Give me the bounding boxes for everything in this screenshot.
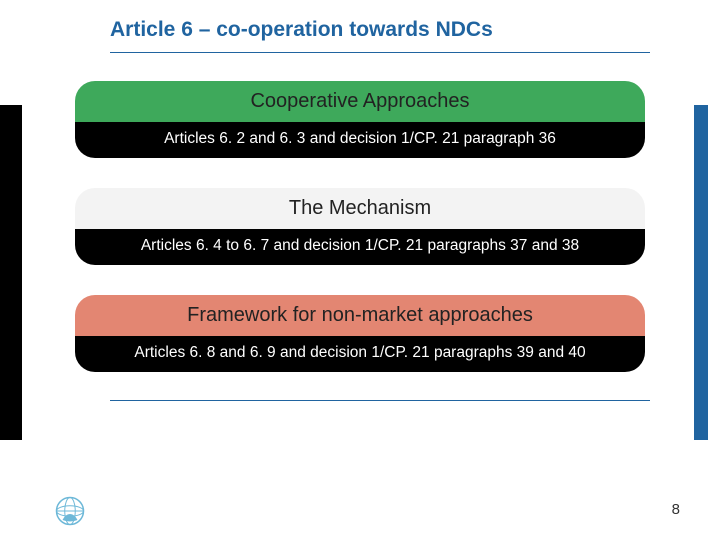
card-heading: The Mechanism xyxy=(75,188,645,229)
divider-bottom xyxy=(110,400,650,401)
page-number: 8 xyxy=(672,501,680,518)
card-heading: Framework for non-market approaches xyxy=(75,295,645,336)
card-subtitle: Articles 6. 2 and 6. 3 and decision 1/CP… xyxy=(75,122,645,158)
card-framework-non-market: Framework for non-market approaches Arti… xyxy=(75,295,645,372)
page-title: Article 6 – co-operation towards NDCs xyxy=(110,18,650,52)
divider-top xyxy=(110,52,650,53)
title-area: Article 6 – co-operation towards NDCs xyxy=(110,18,650,53)
card-the-mechanism: The Mechanism Articles 6. 4 to 6. 7 and … xyxy=(75,188,645,265)
footer: 8 xyxy=(55,496,680,526)
card-subtitle: Articles 6. 4 to 6. 7 and decision 1/CP.… xyxy=(75,229,645,265)
card-subtitle: Articles 6. 8 and 6. 9 and decision 1/CP… xyxy=(75,336,645,372)
unfccc-logo-icon xyxy=(55,496,85,526)
cards-wrapper: Cooperative Approaches Articles 6. 2 and… xyxy=(75,81,645,372)
slide-container: Article 6 – co-operation towards NDCs Co… xyxy=(0,0,720,540)
card-heading: Cooperative Approaches xyxy=(75,81,645,122)
card-cooperative-approaches: Cooperative Approaches Articles 6. 2 and… xyxy=(75,81,645,158)
